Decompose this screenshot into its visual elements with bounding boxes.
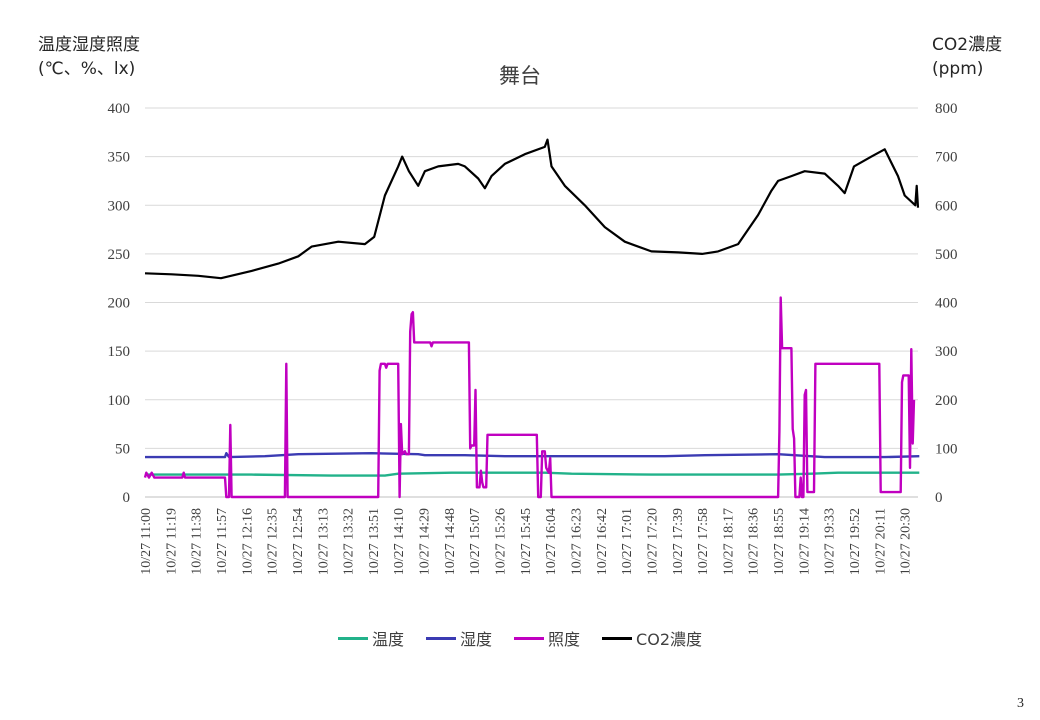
x-tick-label: 10/27 15:45 — [519, 508, 534, 575]
x-tick-label: 10/27 12:16 — [240, 508, 255, 575]
x-tick-label: 10/27 18:55 — [772, 508, 787, 575]
x-tick-label: 10/27 14:10 — [392, 508, 407, 575]
x-tick-label: 10/27 17:20 — [645, 508, 660, 575]
right-axis-title-line1: CO2濃度 — [932, 35, 1003, 55]
chart-title: 舞台 — [499, 64, 541, 88]
x-tick-label: 10/27 17:39 — [671, 508, 686, 575]
x-tick-label: 10/27 17:01 — [620, 508, 635, 575]
legend-label: CO2濃度 — [636, 630, 702, 649]
series-line-0 — [145, 471, 920, 477]
y-right-tick-label: 0 — [935, 490, 943, 506]
legend-item: CO2濃度 — [602, 626, 702, 650]
legend-label: 湿度 — [460, 630, 493, 649]
x-tick-label: 10/27 12:35 — [266, 508, 281, 575]
y-right-tick-label: 300 — [935, 344, 958, 360]
x-tick-label: 10/27 15:26 — [494, 508, 509, 575]
x-tick-label: 10/27 16:04 — [544, 508, 559, 575]
legend-label: 照度 — [548, 630, 581, 649]
x-tick-label: 10/27 18:36 — [747, 508, 762, 575]
x-tick-label: 10/27 13:13 — [316, 508, 331, 575]
left-axis-title-line2: (℃、%、lx) — [38, 59, 136, 79]
x-tick-label: 10/27 16:23 — [569, 508, 584, 575]
legend-item: 照度 — [514, 626, 580, 650]
y-right-tick-label: 100 — [935, 441, 958, 457]
y-left-tick-label: 100 — [108, 393, 131, 409]
y-left-tick-label: 250 — [108, 247, 131, 263]
right-axis-title: CO2濃度 (ppm) — [932, 33, 1002, 81]
x-tick-label: 10/27 19:52 — [848, 508, 863, 575]
legend-swatch — [602, 636, 633, 640]
y-right-tick-label: 200 — [935, 393, 958, 409]
y-right-tick-label: 800 — [935, 101, 958, 117]
left-axis-title-line1: 温度湿度照度 — [38, 35, 140, 55]
page-number: 3 — [1017, 696, 1024, 711]
x-tick-label: 10/27 14:48 — [443, 508, 458, 575]
chart-legend: 温度 湿度 照度 CO2濃度 — [0, 626, 1040, 650]
y-right-tick-label: 500 — [935, 247, 958, 263]
legend-item: 湿度 — [426, 626, 492, 650]
series-line-3 — [144, 138, 920, 280]
legend-item: 温度 — [338, 626, 404, 650]
y-left-tick-label: 150 — [108, 344, 131, 360]
legend-label: 温度 — [372, 630, 405, 649]
left-axis-title: 温度湿度照度 (℃、%、lx) — [38, 33, 140, 81]
right-axis-title-line2: (ppm) — [932, 59, 984, 79]
x-tick-label: 10/27 19:33 — [823, 508, 838, 575]
y-right-tick-label: 400 — [935, 296, 958, 312]
y-left-tick-label: 0 — [123, 490, 131, 506]
series-line-2 — [143, 296, 916, 499]
x-tick-label: 10/27 15:07 — [468, 508, 483, 575]
x-tick-label: 10/27 17:58 — [696, 508, 711, 575]
y-left-tick-label: 50 — [115, 441, 130, 457]
y-left-tick-label: 200 — [108, 296, 131, 312]
x-tick-label: 10/27 18:17 — [721, 508, 736, 575]
x-tick-label: 10/27 13:51 — [367, 508, 382, 575]
legend-swatch — [426, 636, 457, 640]
x-tick-label: 10/27 16:42 — [595, 508, 610, 575]
y-left-tick-label: 400 — [108, 101, 131, 117]
y-right-tick-label: 600 — [935, 198, 958, 214]
x-tick-label: 10/27 12:54 — [291, 508, 306, 575]
legend-swatch — [514, 636, 545, 640]
x-tick-label: 10/27 14:29 — [418, 508, 433, 575]
x-tick-label: 10/27 11:38 — [190, 508, 205, 575]
legend-swatch — [338, 636, 368, 640]
x-tick-label: 10/27 13:32 — [342, 508, 357, 575]
y-right-tick-label: 700 — [935, 150, 958, 166]
y-left-tick-label: 350 — [108, 150, 131, 166]
x-tick-label: 10/27 11:00 — [139, 508, 154, 575]
x-tick-label: 10/27 20:30 — [899, 508, 914, 575]
x-tick-label: 10/27 19:14 — [797, 508, 812, 575]
x-tick-label: 10/27 20:11 — [873, 508, 888, 575]
y-left-tick-label: 300 — [108, 198, 131, 214]
x-tick-label: 10/27 11:19 — [164, 508, 179, 575]
x-tick-label: 10/27 11:57 — [215, 508, 230, 575]
